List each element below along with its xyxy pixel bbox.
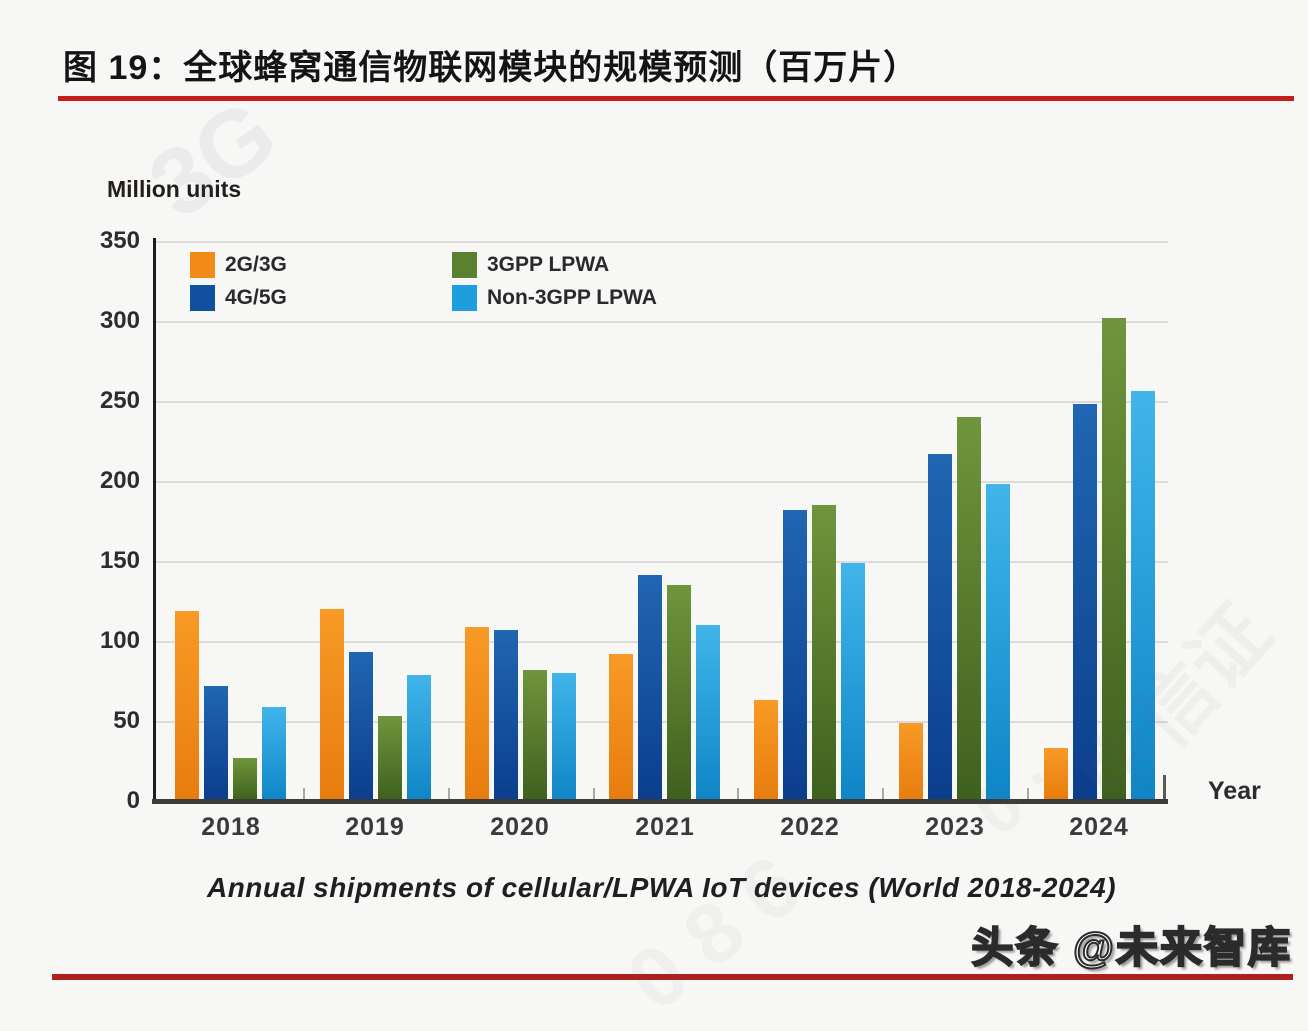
bar-3gpplpwa-2019 bbox=[378, 716, 402, 801]
x-tick-label-2024: 2024 bbox=[1069, 813, 1129, 841]
bar-non3gpplpwa-2019 bbox=[407, 675, 431, 801]
legend-swatch-non3gpp-lpwa bbox=[452, 285, 477, 311]
bar-2g3g-2018 bbox=[175, 611, 199, 801]
bar-3gpplpwa-2021 bbox=[667, 585, 691, 801]
x-axis-tick bbox=[448, 788, 450, 801]
x-axis-tick bbox=[303, 788, 305, 801]
y-tick-label-150: 150 bbox=[99, 547, 140, 574]
y-axis-unit-label: Million units bbox=[107, 176, 242, 202]
bar-non3gpplpwa-2023 bbox=[986, 484, 1010, 801]
gridline-350 bbox=[155, 241, 1168, 243]
x-axis-tick bbox=[882, 788, 884, 801]
legend-swatch-4g5g bbox=[190, 285, 215, 311]
y-tick-label-200: 200 bbox=[99, 467, 140, 494]
bar-3gpplpwa-2023 bbox=[957, 417, 981, 801]
legend-label-2g3g: 2G/3G bbox=[225, 253, 287, 276]
bar-3gpplpwa-2024 bbox=[1102, 318, 1126, 801]
x-tick-label-2021: 2021 bbox=[635, 813, 695, 841]
gridline-150 bbox=[155, 561, 1168, 563]
bar-2g3g-2021 bbox=[609, 654, 633, 801]
bar-non3gpplpwa-2022 bbox=[841, 563, 865, 801]
title-divider-rule bbox=[58, 96, 1294, 101]
footer-brand: 头条 @未来智库 bbox=[970, 923, 1292, 972]
watermark-text-0: 3G bbox=[130, 79, 296, 239]
x-axis-end-tick bbox=[1163, 775, 1166, 801]
legend-item-3gpp-lpwa: 3GPP LPWA bbox=[452, 252, 609, 278]
bar-4g5g-2022 bbox=[783, 510, 807, 801]
x-axis-title: Year bbox=[1208, 777, 1261, 805]
bar-4g5g-2023 bbox=[928, 454, 952, 801]
x-tick-label-2022: 2022 bbox=[780, 813, 840, 841]
bar-2g3g-2023 bbox=[899, 723, 923, 801]
legend-item-non3gpp-lpwa: Non-3GPP LPWA bbox=[452, 285, 657, 311]
bar-2g3g-2020 bbox=[465, 627, 489, 801]
bar-4g5g-2021 bbox=[638, 575, 662, 801]
bar-3gpplpwa-2020 bbox=[523, 670, 547, 801]
bar-non3gpplpwa-2021 bbox=[696, 625, 720, 801]
bar-non3gpplpwa-2020 bbox=[552, 673, 576, 801]
figure-title: 图 19：全球蜂窝通信物联网模块的规模预测（百万片） bbox=[63, 49, 919, 87]
bar-3gpplpwa-2022 bbox=[812, 505, 836, 801]
y-tick-label-300: 300 bbox=[99, 307, 140, 334]
legend-label-non3gpp-lpwa: Non-3GPP LPWA bbox=[487, 286, 657, 309]
x-tick-label-2018: 2018 bbox=[201, 813, 261, 841]
legend-label-4g5g: 4G/5G bbox=[225, 286, 287, 309]
legend-swatch-3gpp-lpwa bbox=[452, 252, 477, 278]
bar-4g5g-2024 bbox=[1073, 404, 1097, 801]
report-figure-page: 图 19：全球蜂窝通信物联网模块的规模预测（百万片） Million units… bbox=[52, 49, 1294, 980]
bar-2g3g-2024 bbox=[1044, 748, 1068, 801]
gridline-200 bbox=[155, 481, 1168, 483]
plot-area bbox=[155, 241, 1168, 801]
y-tick-label-0: 0 bbox=[126, 787, 140, 814]
chart-caption: Annual shipments of cellular/LPWA IoT de… bbox=[206, 872, 1117, 903]
footer-divider-rule bbox=[52, 974, 1293, 980]
bar-2g3g-2019 bbox=[320, 609, 344, 801]
legend-swatch-2g3g bbox=[190, 252, 215, 278]
y-tick-label-50: 50 bbox=[113, 707, 140, 734]
legend-item-2g3g: 2G/3G bbox=[190, 252, 287, 278]
bar-4g5g-2018 bbox=[204, 686, 228, 801]
bar-non3gpplpwa-2018 bbox=[262, 707, 286, 801]
x-tick-label-2019: 2019 bbox=[345, 813, 405, 841]
x-axis-tick bbox=[593, 788, 595, 801]
x-axis-tick bbox=[737, 788, 739, 801]
legend-label-3gpp-lpwa: 3GPP LPWA bbox=[487, 253, 610, 276]
bar-4g5g-2019 bbox=[349, 652, 373, 801]
y-tick-label-100: 100 bbox=[99, 627, 140, 654]
x-tick-label-2020: 2020 bbox=[490, 813, 550, 841]
bar-3gpplpwa-2018 bbox=[233, 758, 257, 801]
x-axis-line bbox=[152, 799, 1168, 804]
gridline-250 bbox=[155, 401, 1168, 403]
bar-2g3g-2022 bbox=[754, 700, 778, 801]
x-axis-tick bbox=[1027, 788, 1029, 801]
y-tick-label-250: 250 bbox=[99, 387, 140, 414]
y-tick-label-350: 350 bbox=[99, 227, 140, 254]
bar-non3gpplpwa-2024 bbox=[1131, 391, 1155, 801]
bar-4g5g-2020 bbox=[494, 630, 518, 801]
watermark-text-2: 0 8 6 bbox=[610, 837, 818, 1030]
legend-item-4g5g: 4G/5G bbox=[190, 285, 287, 311]
gridline-300 bbox=[155, 321, 1168, 323]
y-axis-line bbox=[153, 238, 156, 804]
x-tick-label-2023: 2023 bbox=[925, 813, 985, 841]
